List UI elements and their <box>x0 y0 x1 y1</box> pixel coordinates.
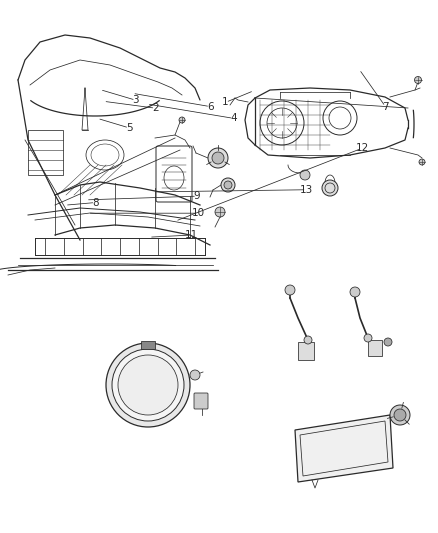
Circle shape <box>212 152 224 164</box>
Circle shape <box>112 349 184 421</box>
Text: 4: 4 <box>230 114 237 123</box>
Bar <box>298 342 314 360</box>
Text: 11: 11 <box>185 230 198 240</box>
Circle shape <box>190 370 200 380</box>
Text: 7: 7 <box>382 102 389 111</box>
Text: 10: 10 <box>191 208 205 218</box>
Text: 2: 2 <box>152 103 159 113</box>
Circle shape <box>322 180 338 196</box>
Circle shape <box>304 336 312 344</box>
Circle shape <box>208 148 228 168</box>
Text: 12: 12 <box>356 143 369 153</box>
Circle shape <box>224 181 232 189</box>
Bar <box>141 341 155 349</box>
Circle shape <box>118 355 178 415</box>
Text: 5: 5 <box>126 123 133 133</box>
Circle shape <box>419 159 425 165</box>
Circle shape <box>215 207 225 217</box>
Text: 8: 8 <box>92 198 99 207</box>
FancyBboxPatch shape <box>194 393 208 409</box>
Circle shape <box>364 334 372 342</box>
Circle shape <box>221 178 235 192</box>
Text: 9: 9 <box>194 191 201 201</box>
Bar <box>368 340 382 356</box>
Text: 6: 6 <box>207 102 214 111</box>
Circle shape <box>394 409 406 421</box>
Circle shape <box>384 338 392 346</box>
Bar <box>28 130 63 175</box>
Circle shape <box>414 77 421 84</box>
Circle shape <box>300 170 310 180</box>
Circle shape <box>179 117 185 123</box>
Text: 13: 13 <box>300 185 313 195</box>
Circle shape <box>350 287 360 297</box>
Polygon shape <box>295 415 393 482</box>
Text: 3: 3 <box>132 95 139 105</box>
Circle shape <box>285 285 295 295</box>
Circle shape <box>390 405 410 425</box>
Text: 1: 1 <box>222 98 229 107</box>
Circle shape <box>106 343 190 427</box>
